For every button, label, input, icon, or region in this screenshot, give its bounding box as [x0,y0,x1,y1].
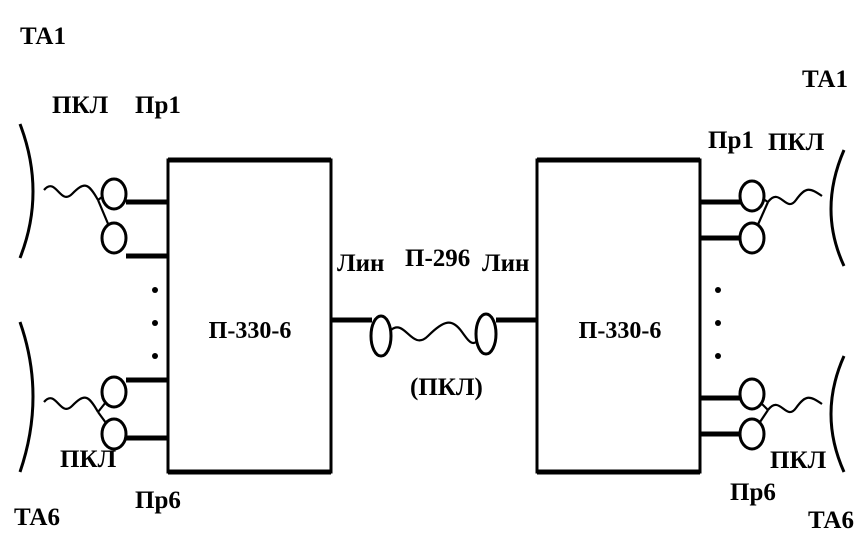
center-cable-label: П-296 [405,245,470,272]
center-cable-squiggle [390,321,487,345]
left-block-label: П-330-6 [209,318,292,344]
left-pkl-bottom-label: ПКЛ [60,446,117,473]
center-line-left-label: Лин [337,250,384,277]
right-ta6-label: ТА6 [808,507,854,534]
center-cable-sub-label: (ПКЛ) [410,374,483,401]
right-pkl-top-label: ПКЛ [768,129,825,156]
right-pr6-label: Пр6 [730,479,776,506]
left-pkl-top-label: ПКЛ [52,92,109,119]
left-ta1-label: ТА1 [20,23,66,50]
right-pr1-label: Пр1 [708,127,754,154]
right-telephone-ta6-icon [829,355,846,473]
right-telephone-ta1-icon [829,149,846,267]
left-pr1-label: Пр1 [135,92,181,119]
right-pkl-bottom-label: ПКЛ [770,447,827,474]
right-field-cable-bottom [767,396,823,414]
center-connector-right-icon [474,312,498,356]
left-connector-top-icon [96,177,128,255]
left-ta6-label: ТА6 [14,504,60,531]
right-field-cable-top [767,188,823,206]
left-connector-bottom-icon [97,375,128,451]
left-telephone-ta1-icon [18,123,35,259]
left-pr6-label: Пр6 [135,487,181,514]
center-connector-left-icon [369,314,393,358]
right-p330-block [535,158,702,474]
left-field-cable-bottom [43,396,99,413]
left-telephone-ta6-icon [18,321,35,473]
right-ta1-label: ТА1 [802,66,848,93]
center-line-right-label: Лин [482,250,529,277]
right-ellipsis-dots [715,287,721,359]
left-p330-block [166,158,333,474]
left-ellipsis-dots [152,287,158,359]
right-block-label: П-330-6 [579,318,662,344]
right-connector-top-icon [738,179,770,255]
left-field-cable-top [43,184,99,201]
right-connector-bottom-icon [738,377,769,451]
